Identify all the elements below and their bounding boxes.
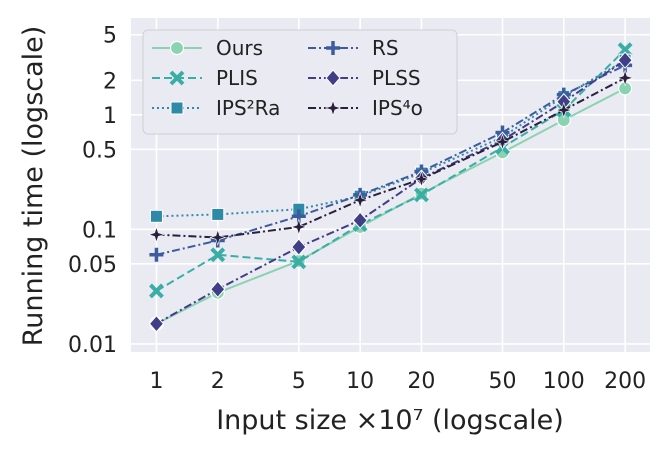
data-point-ips4o <box>147 226 165 244</box>
legend-label-plis: PLIS <box>216 66 258 90</box>
legend-entry-rs: RS <box>308 36 399 60</box>
y-tick-label: 1 <box>103 104 117 129</box>
data-point-ips4o <box>494 133 511 151</box>
y-tick-label: 0.1 <box>82 218 117 243</box>
x-tick-label: 50 <box>488 369 516 394</box>
data-point-plss <box>352 211 368 230</box>
legend-label-rs: RS <box>372 36 399 60</box>
data-point-plss <box>291 238 307 256</box>
data-point-ips4o <box>412 170 430 188</box>
x-tick-label: 20 <box>407 369 435 394</box>
y-tick-label: 0.5 <box>82 138 117 163</box>
x-tick-label: 5 <box>292 369 306 394</box>
data-point-plis <box>210 247 226 263</box>
legend-marker-ips2ra <box>170 101 184 115</box>
data-point-ips4o <box>616 69 634 87</box>
legend-label-ours: Ours <box>216 36 263 60</box>
legend-marker-plss <box>325 69 341 87</box>
data-point-ips2ra <box>211 207 225 221</box>
legend-entry-ours: Ours <box>152 36 263 60</box>
legend-entries: Ours PLIS IPS²Ra RS PLSS IPS⁴o <box>152 36 423 120</box>
data-point-plis <box>414 187 429 203</box>
x-tick-label: 1 <box>149 369 163 394</box>
x-tick-label: 10 <box>346 369 374 394</box>
legend: Ours PLIS IPS²Ra RS PLSS IPS⁴o <box>142 29 458 135</box>
data-point-ips4o <box>290 218 308 236</box>
legend-entry-ips4o: IPS⁴o <box>308 96 423 120</box>
y-tick-label: 2 <box>103 69 117 94</box>
series-ips4o <box>147 69 634 246</box>
y-tick-labels: 0.01 0.05 0.1 0.5 1 2 5 <box>68 24 117 358</box>
series-line-ips4o <box>156 77 626 239</box>
legend-label-plss: PLSS <box>372 66 421 90</box>
legend-marker-rs <box>326 41 340 55</box>
data-point-ips2ra <box>149 209 163 223</box>
data-point-ips4o <box>351 191 369 209</box>
x-tick-label: 2 <box>211 369 225 394</box>
y-tick-label: 5 <box>103 24 117 49</box>
legend-entry-ips2ra: IPS²Ra <box>152 96 280 120</box>
legend-label-ips4o: IPS⁴o <box>372 96 423 120</box>
legend-entry-plis: PLIS <box>152 66 258 90</box>
legend-entry-plss: PLSS <box>308 66 421 90</box>
data-point-plss <box>210 280 226 299</box>
series-line-ips2ra <box>156 59 626 218</box>
x-axis-label: Input size ×10⁷ (logscale) <box>216 405 564 436</box>
x-tick-labels: 1 2 5 10 20 50 100 200 <box>149 369 646 394</box>
data-point-plss <box>148 314 165 333</box>
series-plss <box>148 51 633 333</box>
series-line-plss <box>155 59 626 325</box>
y-tick-label: 0.05 <box>68 253 117 278</box>
data-point-ips4o <box>555 101 573 119</box>
series-layer <box>147 42 634 333</box>
y-tick-label: 0.01 <box>68 333 117 358</box>
data-point-rs <box>149 247 164 262</box>
legend-marker-plis <box>169 70 185 86</box>
x-tick-label: 100 <box>543 369 585 394</box>
data-point-ips4o <box>209 228 227 246</box>
data-point-plss <box>617 51 633 69</box>
data-point-plis <box>149 283 164 299</box>
legend-label-ips2ra: IPS²Ra <box>216 96 280 120</box>
legend-marker-ours <box>169 40 185 56</box>
y-axis-label: Running time (logscale) <box>18 26 49 347</box>
data-point-plis <box>291 254 307 270</box>
legend-box <box>142 29 458 135</box>
x-tick-label: 200 <box>604 369 646 394</box>
series-line-rs <box>156 64 626 256</box>
legend-marker-ips4o <box>324 99 342 117</box>
